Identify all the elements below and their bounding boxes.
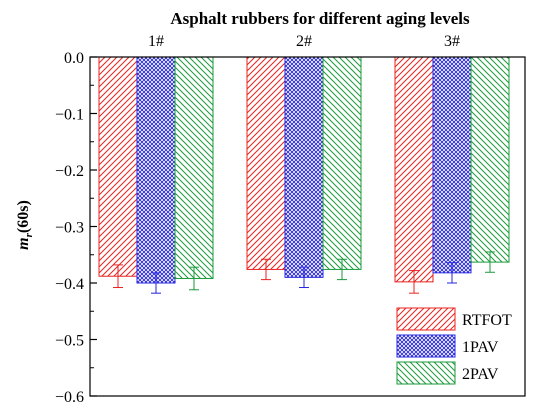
legend-swatch-2pav xyxy=(396,361,456,385)
y-tick-label: −0.3 xyxy=(55,220,84,237)
y-tick-label: −0.4 xyxy=(55,276,84,293)
y-axis-label: mr(60s) xyxy=(15,200,35,250)
legend: RTFOT 1PAV 2PAV xyxy=(396,307,512,385)
legend-swatch-1pav xyxy=(396,334,456,358)
error-bar-2pav-2 xyxy=(337,258,347,281)
y-tick-label: −0.2 xyxy=(55,163,84,180)
y-tick-label: −0.1 xyxy=(55,107,84,124)
bar-rtfot-3 xyxy=(394,56,434,283)
y-axis-label-subscript: r xyxy=(23,232,35,237)
bars xyxy=(98,56,510,284)
bar-2pav-1 xyxy=(174,56,214,279)
legend-swatch-rtfot xyxy=(396,307,456,331)
category-label: 1# xyxy=(148,33,164,50)
bar-1pav-2 xyxy=(284,56,324,278)
category-label: 2# xyxy=(296,33,312,50)
bar-rtfot-2 xyxy=(246,56,286,270)
bar-rtfot-1 xyxy=(98,56,138,277)
error-bar-1pav-2 xyxy=(299,266,309,289)
error-bar-1pav-3 xyxy=(447,262,457,284)
category-labels: 1# 2# 3# xyxy=(148,33,460,50)
error-bars xyxy=(113,251,495,294)
error-bar-1pav-1 xyxy=(151,272,161,294)
bar-2pav-3 xyxy=(470,56,510,263)
y-tick-label: 0.0 xyxy=(64,50,84,67)
category-label: 3# xyxy=(444,33,460,50)
error-bar-rtfot-2 xyxy=(261,258,271,281)
legend-label-rtfot: RTFOT xyxy=(462,312,512,329)
y-tick-label: −0.6 xyxy=(55,389,84,406)
bar-2pav-2 xyxy=(322,56,362,270)
error-bar-rtfot-3 xyxy=(409,270,419,294)
y-tick-label: −0.5 xyxy=(55,333,84,350)
error-bar-2pav-3 xyxy=(485,251,495,273)
y-axis-label-main: m xyxy=(15,237,32,249)
legend-label-2pav: 2PAV xyxy=(462,366,499,383)
error-bar-rtfot-1 xyxy=(113,264,123,289)
y-axis-label-suffix: (60s) xyxy=(15,200,32,233)
error-bar-2pav-1 xyxy=(189,266,199,291)
legend-label-1pav: 1PAV xyxy=(462,339,499,356)
y-axis-ticks: 0.0 −0.1 −0.2 −0.3 −0.4 −0.5 −0.6 xyxy=(55,50,97,406)
bar-1pav-3 xyxy=(432,56,472,274)
bar-1pav-1 xyxy=(136,56,176,284)
chart-title: Asphalt rubbers for different aging leve… xyxy=(170,9,470,28)
